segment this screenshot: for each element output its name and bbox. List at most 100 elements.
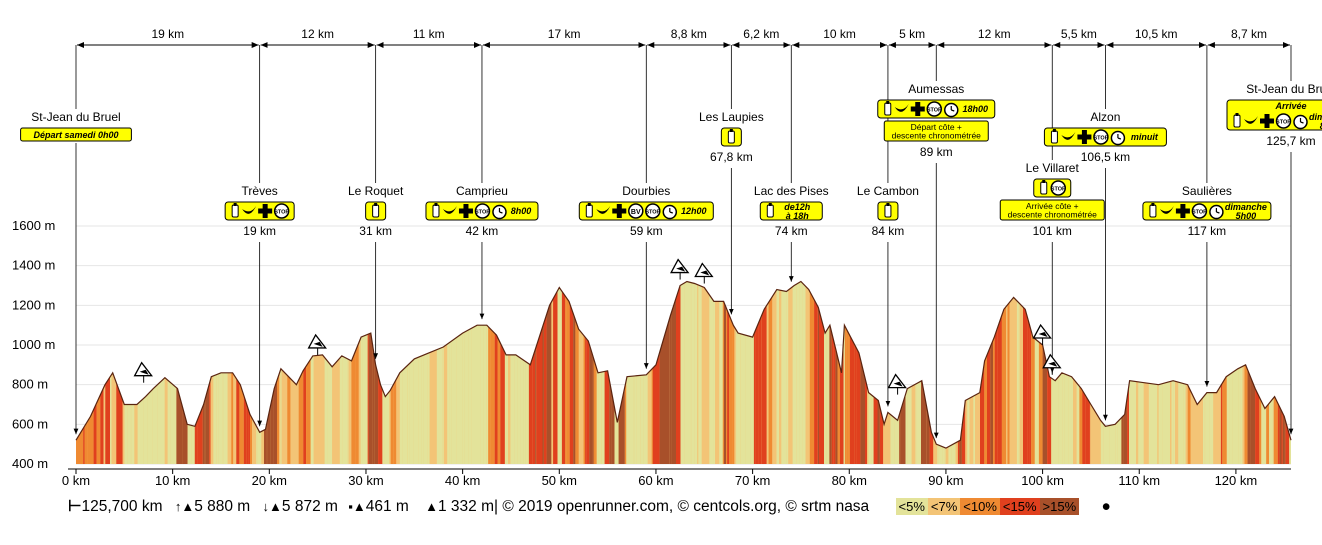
bottle-icon: [1149, 204, 1157, 218]
bottle-icon: [231, 204, 239, 218]
slope-stripe: [436, 281, 441, 464]
start-badge: [20, 127, 132, 142]
slope-stripe: [680, 281, 683, 464]
stop-icon-text: STOP: [645, 210, 660, 216]
slope-stripe: [1203, 281, 1205, 464]
slope-stripe: [236, 281, 240, 464]
slope-stripe: [205, 281, 210, 464]
bottle-cap-icon: [886, 101, 890, 104]
legend-item: <10%: [960, 498, 1000, 515]
stop-icon-text: STOP: [475, 210, 490, 216]
bottle-cap-icon: [1235, 113, 1239, 116]
slope-stripe: [367, 281, 369, 464]
climb-marker: [670, 258, 690, 280]
slope-stripe: [753, 281, 756, 464]
slope-stripe: [879, 281, 884, 464]
slope-stripe: [370, 281, 373, 464]
slope-stripe: [736, 281, 741, 464]
slope-stripe: [140, 281, 144, 464]
bottle-cap-icon: [768, 203, 772, 206]
slope-stripe: [1229, 281, 1233, 464]
slope-stripe: [347, 281, 349, 464]
slope-stripe: [1158, 281, 1163, 464]
slope-stripe: [234, 281, 237, 464]
slope-stripe: [1096, 281, 1101, 464]
slope-stripe: [831, 281, 834, 464]
stop-icon: [645, 203, 661, 219]
slope-stripe: [781, 281, 787, 464]
slope-stripe: [122, 281, 125, 464]
slope-legend: <5% <7% <10% <15% >15%: [895, 498, 1080, 516]
x-tick-label: 10 km: [155, 473, 190, 488]
slope-stripe: [1213, 281, 1219, 464]
slope-stripe: [1162, 281, 1167, 464]
slope-stripe: [187, 281, 192, 464]
slope-stripe: [293, 281, 296, 464]
slope-stripe: [740, 281, 746, 464]
checkpoint-km: 42 km: [466, 224, 499, 238]
slope-stripe: [582, 281, 584, 464]
slope-stripe: [1170, 281, 1172, 464]
slope-stripe: [1006, 281, 1008, 464]
slope-stripe: [586, 281, 590, 464]
max-altitude: 1 332 m: [438, 498, 495, 515]
slope-stripe: [508, 281, 511, 464]
slope-stripe: [497, 281, 501, 464]
slope-stripe: [1272, 281, 1274, 464]
slope-stripe: [134, 281, 136, 464]
slope-stripe: [423, 281, 428, 464]
slope-stripe: [622, 281, 625, 464]
checkpoint-time-2: 5h00: [1236, 211, 1257, 221]
slope-stripe: [342, 281, 348, 464]
slope-stripe: [766, 281, 769, 464]
segment-label: 10 km: [823, 27, 856, 41]
stop-icon: [1275, 113, 1292, 129]
checkpoint-note-box: [883, 120, 989, 142]
slope-stripe: [460, 281, 463, 464]
slope-stripe: [732, 281, 735, 464]
checkpoint-name: St-Jean du Bruel: [1246, 82, 1322, 96]
bottle-icon: [1233, 114, 1241, 128]
slope-stripe: [894, 281, 900, 464]
checkpoint-km: 74 km: [775, 224, 808, 238]
cross-v-icon: [1264, 114, 1270, 128]
slope-stripe: [1140, 281, 1144, 464]
climb-icon: [307, 333, 327, 349]
slope-stripe: [390, 281, 394, 464]
slope-stripe: [360, 281, 363, 464]
slope-stripe: [727, 281, 729, 464]
slope-stripe: [750, 281, 754, 464]
segment-label: 5 km: [899, 27, 925, 41]
slope-stripe: [792, 281, 797, 464]
slope-stripe: [283, 281, 285, 464]
checkpoint-name: Le Cambon: [857, 184, 919, 198]
slope-stripe: [1051, 281, 1055, 464]
slope-stripe: [303, 281, 307, 464]
slope-stripe: [87, 281, 90, 464]
slope-stripe: [592, 281, 594, 464]
checkpoint-km: 84 km: [872, 224, 905, 238]
slope-stripe: [729, 281, 733, 464]
legend-item: <7%: [927, 498, 961, 515]
slope-stripe: [604, 281, 610, 464]
slope-stripe: [83, 281, 85, 464]
slope-stripe: [1013, 281, 1017, 464]
slope-stripe: [1187, 281, 1191, 464]
slope-stripe: [768, 281, 773, 464]
slope-stripe: [779, 281, 782, 464]
slope-stripe: [1054, 281, 1059, 464]
segment-label: 12 km: [301, 27, 334, 41]
checkpoint-time: 12h00: [681, 206, 707, 216]
slope-stripe: [162, 281, 165, 464]
slope-stripe: [393, 281, 397, 464]
checkpoint-km: 31 km: [359, 224, 392, 238]
slope-stripe: [1127, 281, 1129, 464]
slope-stripe: [79, 281, 81, 464]
bottle-cap-icon: [1052, 129, 1056, 132]
slope-stripe: [688, 281, 691, 464]
slope-stripe: [1076, 281, 1080, 464]
slope-stripe: [1034, 281, 1039, 464]
slope-stripe: [506, 281, 508, 464]
slope-stripe: [826, 281, 830, 464]
slope-stripe: [553, 281, 558, 464]
